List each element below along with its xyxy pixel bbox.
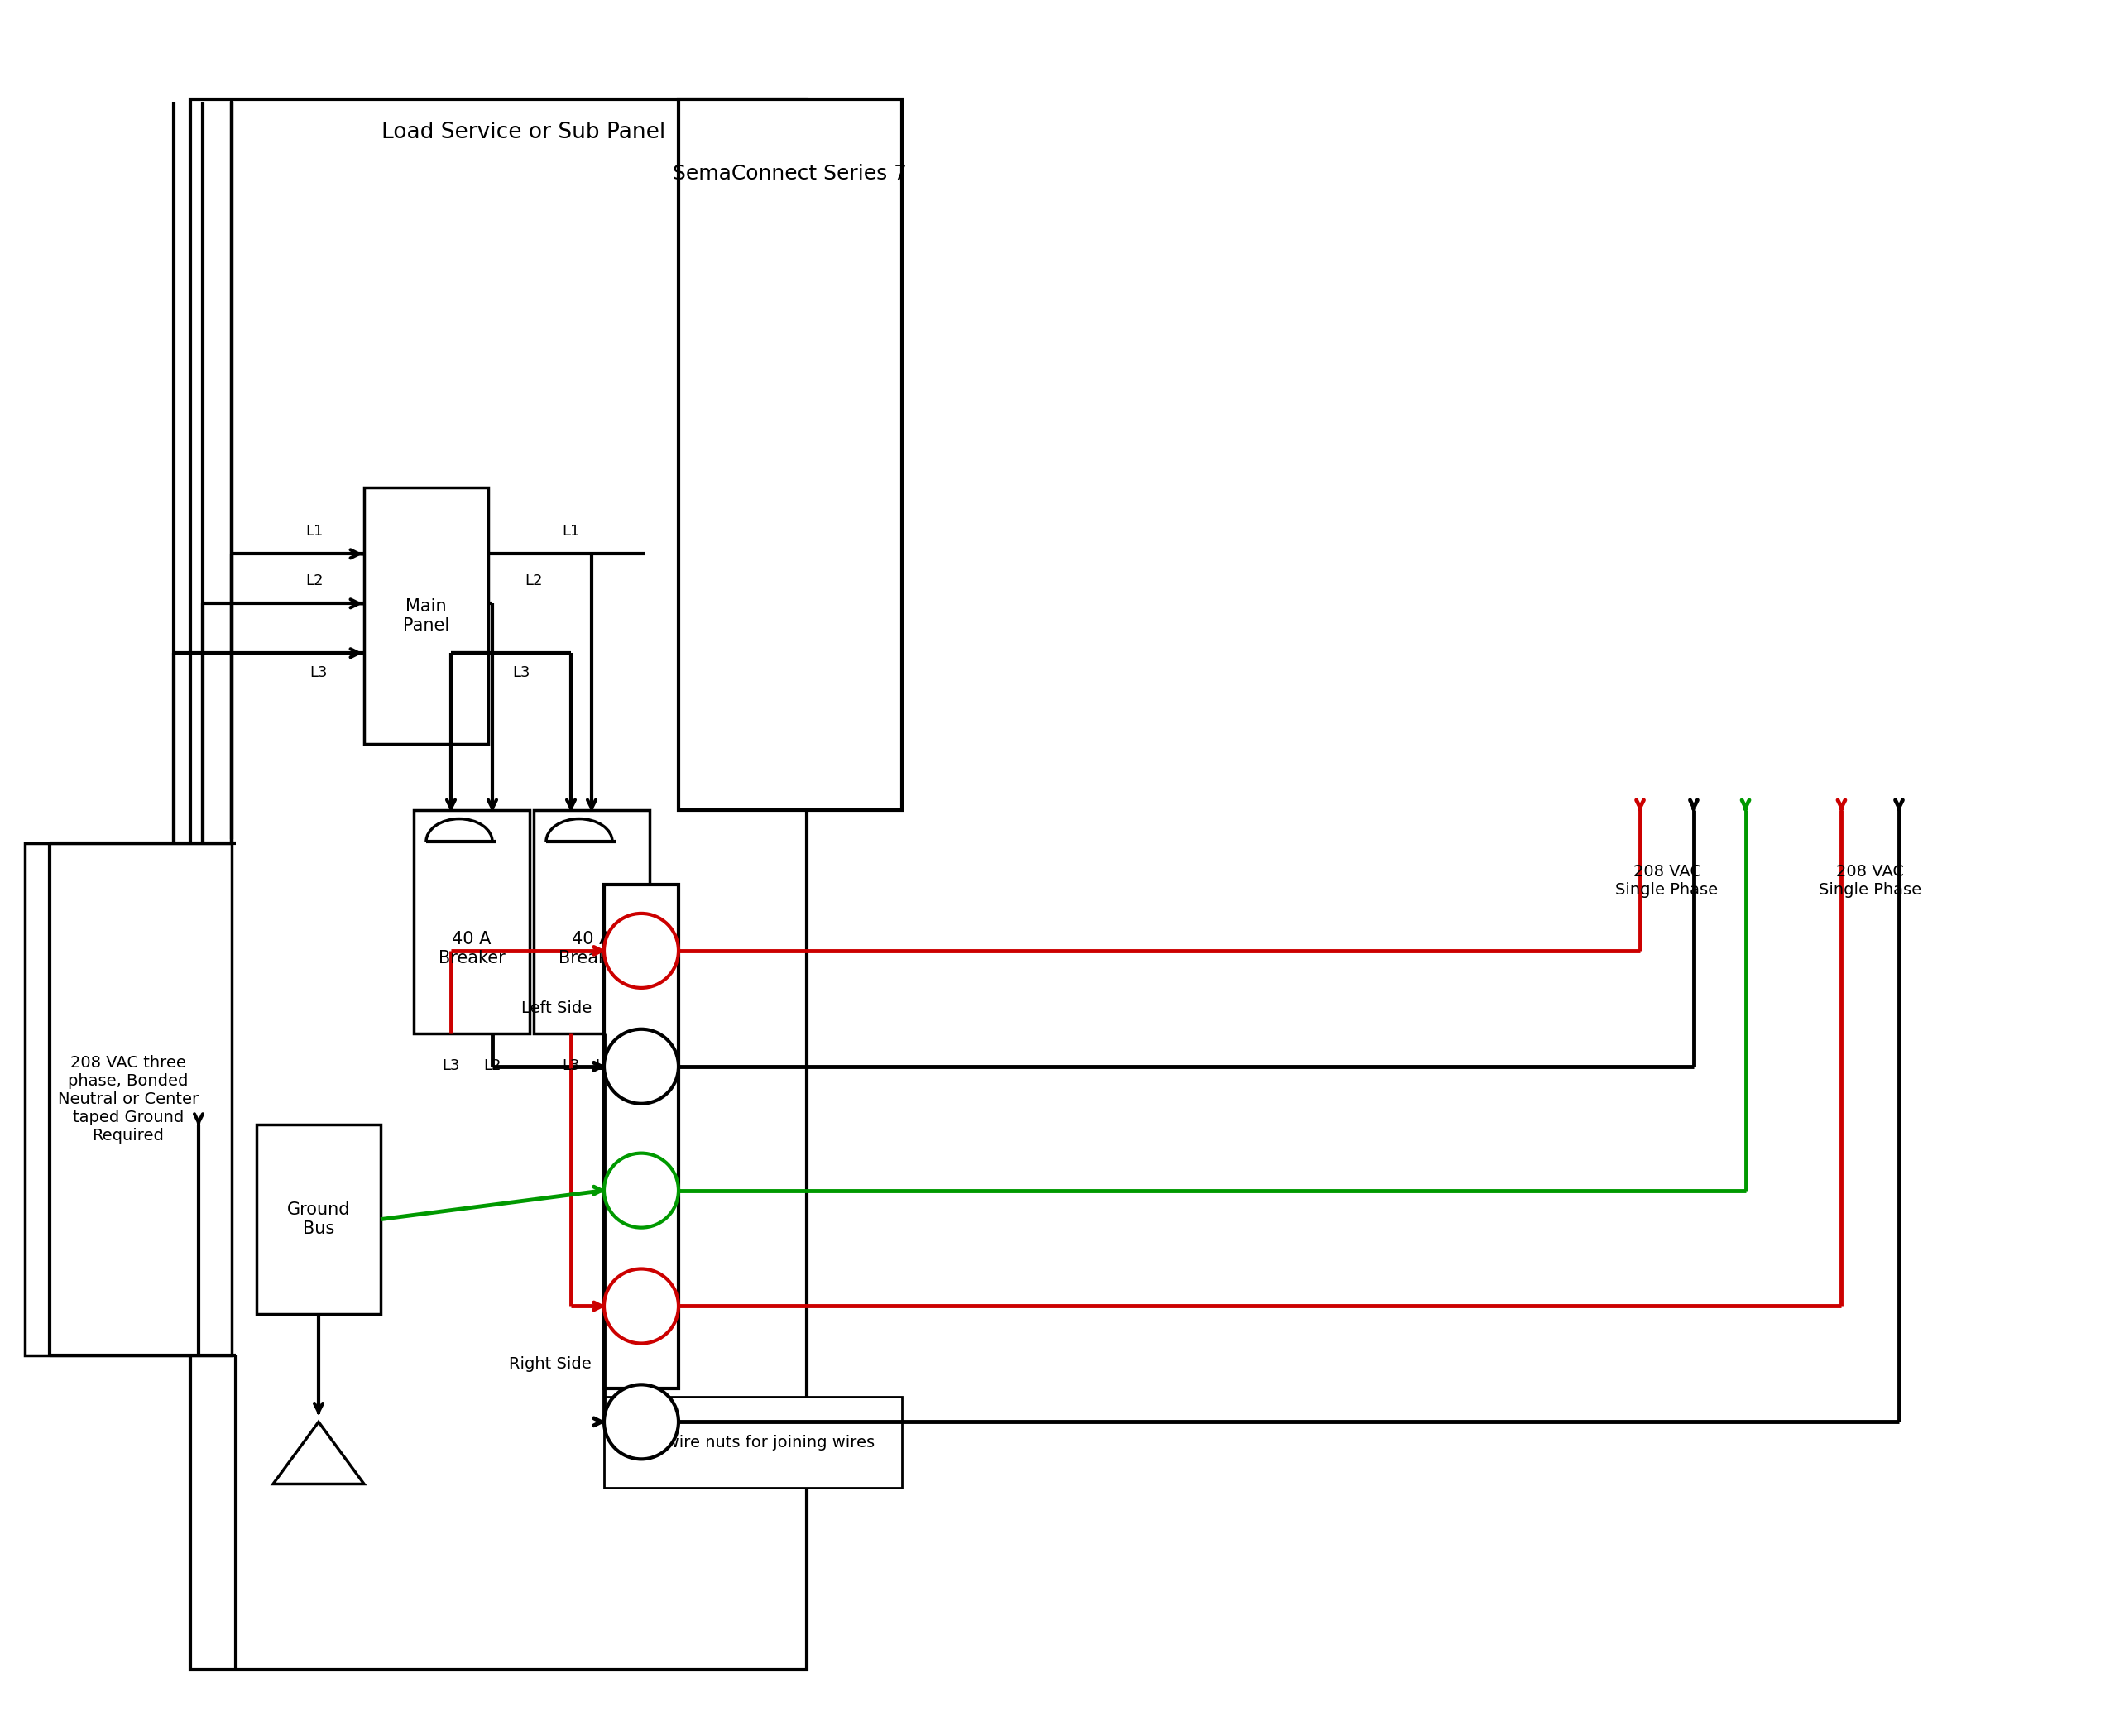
Text: 40 A
Breaker: 40 A Breaker	[439, 930, 504, 967]
Text: L3: L3	[513, 665, 530, 681]
Text: L2: L2	[525, 573, 542, 589]
Text: L3: L3	[443, 1059, 460, 1073]
Bar	[534, 811, 650, 1033]
Text: L1: L1	[561, 524, 580, 538]
Text: 208 VAC three
phase, Bonded
Neutral or Center
taped Ground
Required: 208 VAC three phase, Bonded Neutral or C…	[57, 1055, 198, 1144]
Circle shape	[603, 1153, 679, 1227]
Text: Right Side: Right Side	[509, 1356, 591, 1371]
Circle shape	[603, 913, 679, 988]
Text: Left Side: Left Side	[521, 1000, 591, 1016]
Text: 40 A
Breaker: 40 A Breaker	[559, 930, 625, 967]
Text: L1: L1	[595, 1059, 612, 1073]
Text: L2: L2	[306, 573, 323, 589]
Bar	[603, 1397, 901, 1488]
Bar	[603, 885, 679, 1389]
Bar	[25, 844, 232, 1356]
Text: 208 VAC
Single Phase: 208 VAC Single Phase	[1819, 863, 1922, 898]
Text: Ground
Bus: Ground Bus	[287, 1201, 350, 1238]
Circle shape	[603, 1029, 679, 1104]
Circle shape	[603, 1385, 679, 1458]
Text: Load Service or Sub Panel: Load Service or Sub Panel	[382, 122, 665, 142]
Text: SemaConnect Series 7: SemaConnect Series 7	[673, 163, 907, 184]
Bar	[679, 99, 901, 811]
Bar	[257, 1125, 380, 1314]
Text: L3: L3	[561, 1059, 580, 1073]
Text: Use wire nuts for joining wires: Use wire nuts for joining wires	[631, 1434, 876, 1450]
Bar	[365, 488, 487, 745]
Text: 208 VAC
Single Phase: 208 VAC Single Phase	[1616, 863, 1718, 898]
Text: Main
Panel: Main Panel	[403, 597, 449, 634]
Text: L2: L2	[483, 1059, 502, 1073]
Text: L1: L1	[306, 524, 323, 538]
Bar	[190, 99, 806, 1670]
Bar	[414, 811, 530, 1033]
Text: L3: L3	[310, 665, 327, 681]
Circle shape	[603, 1269, 679, 1344]
